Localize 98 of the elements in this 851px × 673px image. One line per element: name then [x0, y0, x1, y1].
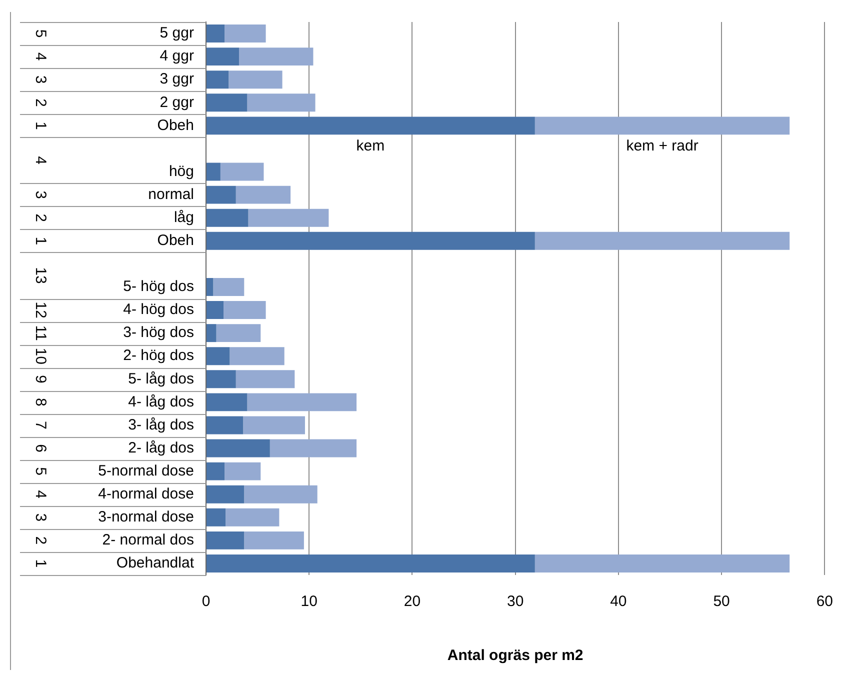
- bar: [238, 48, 314, 66]
- text: 4: [32, 52, 49, 61]
- bar: [243, 416, 305, 434]
- bar: [206, 508, 226, 526]
- y-tick-label: 2 ggr: [160, 94, 194, 111]
- x-tick-label: 40: [610, 593, 627, 610]
- bar: [206, 393, 248, 412]
- y-tick-label: Obeh: [157, 232, 194, 250]
- y-tick-label: 4- låg dos: [128, 393, 194, 410]
- bar: [206, 301, 224, 320]
- y-tick-label: Obehandlat: [116, 554, 195, 572]
- bar: [244, 531, 304, 550]
- x-axis-title: Antal ogräs per m2: [447, 647, 584, 664]
- bar: [236, 186, 291, 204]
- bar: [247, 94, 316, 112]
- bar: [247, 393, 357, 412]
- bar: [206, 278, 214, 296]
- bar: [534, 116, 790, 135]
- text: 1: [32, 236, 49, 246]
- text: 4: [32, 156, 49, 164]
- y-tick-label: 3-normal dose: [98, 508, 194, 526]
- bar: [206, 24, 225, 43]
- text: 1: [32, 122, 49, 130]
- y-tick-label: 4- hög dos: [123, 301, 194, 318]
- bar: [206, 370, 236, 388]
- text: 9: [32, 374, 49, 384]
- y-tick-label: 5-normal dose: [98, 462, 194, 480]
- text: 2: [32, 98, 49, 107]
- series-label: kem + radr: [626, 138, 698, 155]
- bar: [206, 208, 248, 227]
- bar: [224, 301, 266, 320]
- text: 6: [32, 444, 49, 452]
- text: 10: [32, 348, 49, 364]
- text: 5: [32, 467, 49, 476]
- bar: [206, 48, 239, 66]
- x-tick-label: 20: [404, 593, 421, 610]
- y-tick-label: 5- låg dos: [128, 370, 194, 388]
- bar: [206, 554, 535, 572]
- text: 1: [32, 559, 49, 568]
- bar: [206, 232, 535, 250]
- text: 13: [32, 267, 49, 284]
- bar: [206, 439, 270, 458]
- bar: [206, 94, 248, 112]
- text: 2: [32, 214, 49, 222]
- bar: [230, 347, 284, 366]
- text: 7: [32, 421, 49, 430]
- x-tick-label: 60: [816, 593, 833, 610]
- text: 3: [32, 190, 49, 199]
- bar: [206, 416, 244, 434]
- y-tick-label: 4-normal dose: [98, 485, 194, 502]
- bar: [206, 162, 220, 181]
- bar: [224, 462, 261, 480]
- bar: [226, 508, 280, 526]
- bar: [270, 439, 357, 458]
- bar: [224, 24, 266, 43]
- series-label: kem: [356, 138, 385, 155]
- bar: [534, 554, 790, 572]
- y-tick-label: 5 ggr: [160, 24, 194, 42]
- bar: [206, 324, 216, 342]
- bar: [213, 278, 244, 296]
- text: 5: [32, 29, 49, 38]
- text: 8: [32, 398, 49, 406]
- y-tick-label: 4 ggr: [160, 48, 194, 65]
- x-tick-label: 50: [713, 593, 730, 610]
- y-tick-label: 2- hög dos: [123, 347, 194, 364]
- bar: [206, 485, 244, 504]
- bar: [206, 347, 230, 366]
- y-tick-label: normal: [148, 186, 194, 203]
- bar: [244, 485, 318, 504]
- y-tick-label: 2- normal dos: [102, 532, 194, 549]
- y-tick-label: 3- hög dos: [123, 324, 194, 342]
- bar: [206, 186, 236, 204]
- bar: [206, 531, 244, 550]
- bar: [216, 324, 261, 342]
- text: 4: [32, 490, 49, 499]
- y-tick-label: 2- låg dos: [128, 439, 194, 456]
- bar: [206, 70, 229, 89]
- y-tick-label: låg: [174, 208, 194, 226]
- bar: [228, 70, 282, 89]
- bar: [248, 208, 329, 227]
- y-tick-label: 5- hög dos: [123, 278, 194, 296]
- bar: [534, 232, 790, 250]
- text: 11: [32, 325, 49, 341]
- text: 3: [32, 513, 49, 522]
- x-tick-label: 30: [506, 593, 524, 610]
- text: 12: [32, 302, 49, 318]
- y-tick-label: 3 ggr: [160, 70, 194, 88]
- y-tick-label: Obeh: [157, 116, 194, 134]
- text: 3: [32, 75, 49, 84]
- bar: [206, 462, 225, 480]
- bar: [236, 370, 295, 388]
- bar: [220, 162, 264, 181]
- text: 2: [32, 536, 49, 545]
- x-tick-label: 0: [202, 593, 210, 610]
- y-tick-label: 3- låg dos: [128, 416, 194, 434]
- x-tick-label: 10: [300, 593, 318, 610]
- y-tick-label: hög: [168, 162, 194, 180]
- bar: [206, 116, 535, 135]
